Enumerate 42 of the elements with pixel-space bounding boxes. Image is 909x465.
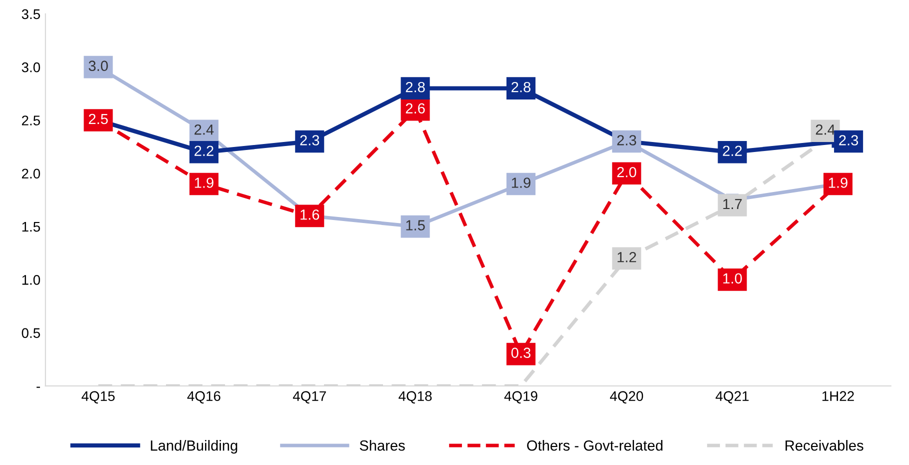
x-tick-label: 4Q21 bbox=[716, 391, 749, 404]
data-label: 1.0 bbox=[723, 273, 742, 284]
data-label: 1.9 bbox=[194, 178, 214, 188]
x-tick-label: 4Q19 bbox=[504, 391, 538, 404]
data-label: 2.3 bbox=[839, 135, 858, 146]
data-label: 2.0 bbox=[617, 166, 636, 178]
data-label: 1.7 bbox=[723, 199, 742, 210]
data-label: 2.3 bbox=[300, 135, 320, 146]
legend-label: Receivables bbox=[786, 440, 864, 451]
x-tick-label: 4Q20 bbox=[610, 391, 644, 404]
data-label: 2.4 bbox=[194, 124, 214, 135]
y-tick-label: - bbox=[36, 386, 40, 388]
x-tick-label: 4Q15 bbox=[82, 391, 115, 404]
data-label: 2.8 bbox=[406, 82, 425, 92]
y-tick-label: 3.5 bbox=[22, 9, 40, 20]
data-label: 1.5 bbox=[406, 220, 425, 230]
y-tick-label: 1.5 bbox=[22, 222, 40, 232]
y-tick-label: 0.5 bbox=[22, 328, 40, 338]
x-tick-label: 4Q17 bbox=[292, 391, 326, 404]
x-tick-label: 1H22 bbox=[822, 391, 854, 401]
data-label: 2.3 bbox=[617, 135, 636, 146]
data-label: 0.3 bbox=[511, 348, 530, 358]
data-label: 2.6 bbox=[406, 103, 425, 114]
y-tick-label: 2.0 bbox=[22, 168, 40, 179]
data-label: 1.9 bbox=[512, 178, 530, 188]
data-label: 2.8 bbox=[512, 82, 530, 92]
data-label: 2.2 bbox=[194, 146, 214, 156]
data-label: 1.9 bbox=[828, 178, 848, 188]
data-label: 1.2 bbox=[618, 252, 636, 262]
y-tick-label: 3.0 bbox=[22, 62, 40, 72]
x-tick-label: 4Q16 bbox=[187, 391, 220, 404]
x-tick-label: 4Q18 bbox=[398, 391, 432, 404]
data-label: 1.6 bbox=[300, 209, 320, 220]
y-tick-label: 2.5 bbox=[22, 116, 40, 126]
data-label: 2.4 bbox=[816, 124, 836, 135]
legend-label: Land/Building bbox=[150, 440, 238, 454]
data-label: 2.5 bbox=[88, 114, 108, 124]
data-label: 3.0 bbox=[88, 60, 108, 72]
data-label: 2.2 bbox=[722, 146, 742, 156]
y-tick-label: 1.0 bbox=[22, 275, 40, 285]
legend-label: Others - Govt-related bbox=[527, 440, 662, 451]
legend-label: Shares bbox=[360, 440, 405, 451]
